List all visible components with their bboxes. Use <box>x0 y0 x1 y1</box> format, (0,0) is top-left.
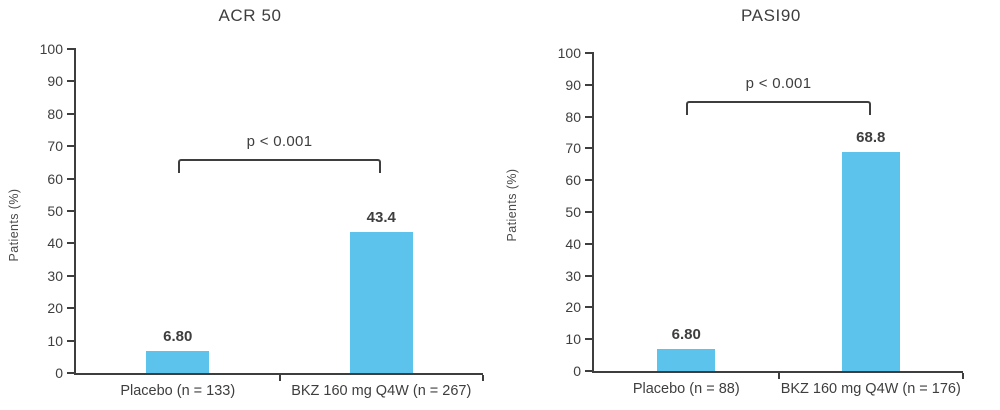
y-axis-tick <box>585 115 592 118</box>
y-axis-tick <box>67 48 74 50</box>
bar-value-label: 6.80 <box>163 327 193 345</box>
y-axis-tick-label: 80 <box>565 108 581 125</box>
y-axis-tick <box>67 177 74 180</box>
chart-acr50: ACR 50 Patients (%) 0 10 20 30 40 50 60 70 80 90 1… <box>7 6 484 399</box>
y-axis-tick-label: 0 <box>55 365 63 381</box>
y-axis-tick <box>585 338 592 341</box>
x-category-label: BKZ 160 mg Q4W (n = 267) <box>291 383 472 399</box>
x-axis-tick <box>482 375 484 381</box>
y-axis-tick-label: 20 <box>565 299 581 316</box>
p-value-label: p < 0.001 <box>745 74 812 92</box>
y-axis-tick <box>67 307 74 310</box>
y-axis-tick-label: 20 <box>47 300 63 317</box>
y-axis-tick <box>585 52 592 54</box>
y-axis-tick-label: 70 <box>47 138 63 155</box>
y-axis-tick-label: 40 <box>47 235 63 252</box>
x-category-label: Placebo (n = 133) <box>120 383 236 399</box>
chart-title: ACR 50 <box>218 6 282 25</box>
chart-pasi90: PASI90 Patients (%) 0 10 20 30 40 50 60 70 80 90 1… <box>500 0 1000 410</box>
y-axis-tick-label: 100 <box>557 45 581 61</box>
y-axis-tick <box>67 112 74 115</box>
significance-bracket <box>177 159 382 174</box>
significance-bracket <box>686 100 871 115</box>
y-axis-tick <box>67 145 74 148</box>
y-axis-line <box>592 52 594 373</box>
y-axis-tick <box>67 242 74 245</box>
x-axis-tick <box>278 375 281 381</box>
x-axis-line <box>74 373 483 375</box>
y-axis-tick <box>67 372 74 374</box>
y-axis-tick <box>67 210 74 212</box>
y-axis-tick <box>585 274 592 277</box>
y-axis-line <box>74 48 76 375</box>
bar-value-label: 6.80 <box>671 326 701 344</box>
plot-area: 0 10 20 30 40 50 60 70 80 90 100 6.80 Placebo (n = 8… <box>558 45 964 397</box>
bar-value-label: 43.4 <box>366 209 396 227</box>
y-axis-tick-label: 40 <box>565 235 581 252</box>
y-axis-title: Patients (%) <box>7 188 21 262</box>
y-axis-tick <box>585 370 592 372</box>
y-axis-tick <box>585 211 592 213</box>
y-axis-tick-label: 0 <box>573 363 581 379</box>
bar-value-label: 68.8 <box>856 129 886 147</box>
p-value-label: p < 0.001 <box>246 133 313 151</box>
y-axis-tick <box>585 306 592 309</box>
y-axis-tick <box>585 147 592 150</box>
bar-placebo <box>146 350 210 373</box>
y-axis-tick-label: 100 <box>39 41 63 57</box>
y-axis-tick-label: 30 <box>565 267 581 284</box>
y-axis-tick <box>67 274 74 277</box>
y-axis-title: Patients (%) <box>505 168 519 242</box>
y-axis-tick-label: 60 <box>565 172 581 189</box>
y-axis-tick <box>67 80 74 83</box>
y-axis-tick-label: 70 <box>565 140 581 157</box>
y-axis-tick-label: 90 <box>565 76 581 93</box>
y-axis-tick <box>67 339 74 342</box>
y-axis-tick <box>585 242 592 245</box>
y-axis-tick <box>585 179 592 182</box>
x-axis-tick <box>962 373 964 379</box>
x-category-label: Placebo (n = 88) <box>632 381 740 397</box>
y-axis-tick-label: 10 <box>565 331 581 348</box>
x-category-label: BKZ 160 mg Q4W (n = 176) <box>780 381 961 397</box>
y-axis-tick-label: 90 <box>47 73 63 90</box>
chart-title: PASI90 <box>741 6 801 25</box>
y-axis-tick-label: 10 <box>47 332 63 349</box>
bar-bkz <box>841 152 900 371</box>
x-axis-tick <box>777 373 780 379</box>
y-axis-tick-label: 60 <box>47 170 63 187</box>
y-axis-tick-label: 80 <box>47 105 63 122</box>
bar-bkz <box>349 232 413 373</box>
y-axis-tick-label: 30 <box>47 267 63 284</box>
bar-placebo <box>657 349 716 371</box>
y-axis-tick-label: 50 <box>565 204 581 220</box>
y-axis-tick-label: 50 <box>47 203 63 219</box>
y-axis-tick <box>585 83 592 86</box>
plot-area: 0 10 20 30 40 50 60 70 80 90 100 6.80 Placebo (n = 1… <box>40 41 484 399</box>
x-axis-line <box>592 371 963 373</box>
